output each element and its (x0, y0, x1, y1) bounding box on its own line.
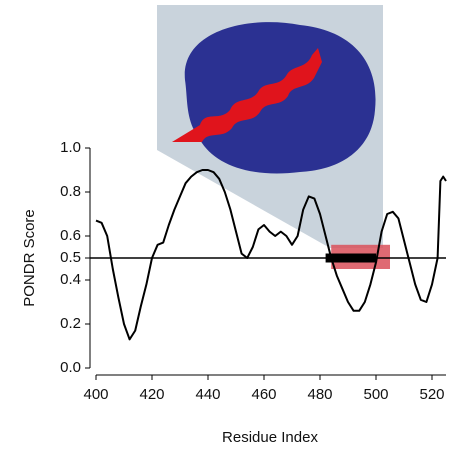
x-tick-label: 520 (419, 386, 444, 403)
helix (172, 48, 322, 142)
y-tick-label: 0.5 (60, 249, 81, 266)
y-axis-title: PONDR Score (21, 209, 38, 307)
inset-structure (157, 5, 383, 248)
y-tick-label: 0.0 (60, 359, 81, 376)
x-tick-label: 420 (139, 386, 164, 403)
y-tick-label: 0.6 (60, 227, 81, 244)
y-tick-label: 1.0 (60, 139, 81, 156)
x-tick-label: 440 (195, 386, 220, 403)
x-axis-title: Residue Index (222, 429, 318, 446)
x-tick-label: 400 (83, 386, 108, 403)
y-tick-label: 0.4 (60, 271, 81, 288)
x-tick-label: 480 (307, 386, 332, 403)
y-tick-label: 0.8 (60, 183, 81, 200)
x-tick-label: 460 (251, 386, 276, 403)
y-tick-label: 0.2 (60, 315, 81, 332)
score-line (95, 169, 447, 341)
x-tick-label: 500 (363, 386, 388, 403)
